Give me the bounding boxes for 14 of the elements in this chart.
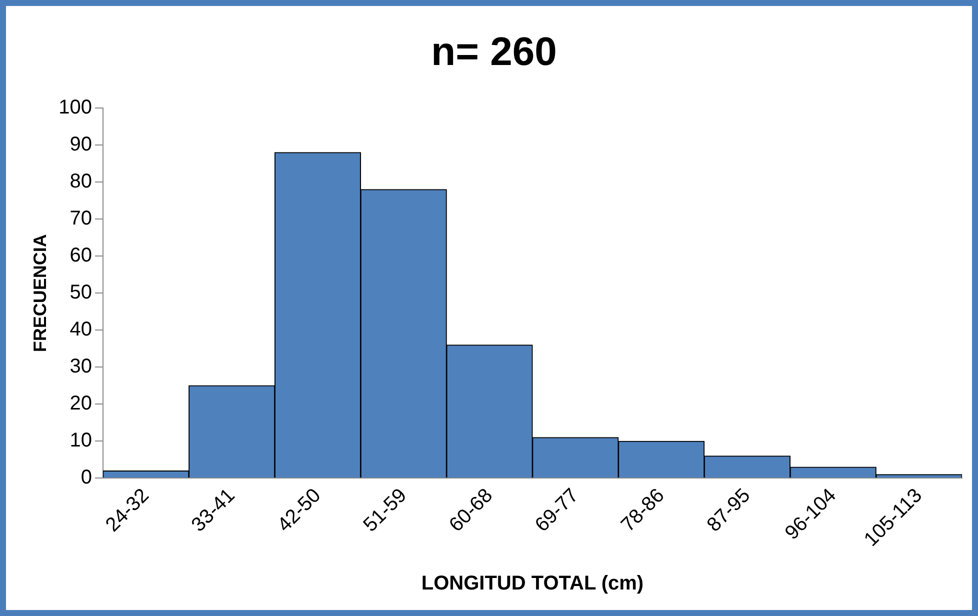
y-tick-label: 70: [70, 208, 92, 230]
y-axis-title: FRECUENCIA: [30, 234, 50, 352]
y-tick-label: 100: [58, 96, 92, 119]
y-tick-label: 40: [70, 318, 92, 341]
y-tick-label: 20: [70, 392, 92, 415]
x-axis-title: LONGITUD TOTAL (cm): [421, 572, 644, 595]
y-tick-label: 80: [70, 170, 92, 193]
chart-title: n= 260: [431, 30, 557, 74]
y-tick-label: 0: [80, 466, 92, 489]
y-tick-label: 10: [70, 430, 92, 452]
y-tick-label: 90: [70, 134, 92, 156]
y-tick-label: 30: [70, 356, 92, 378]
y-tick-label: 60: [70, 244, 92, 267]
y-tick-label: 50: [70, 282, 92, 304]
